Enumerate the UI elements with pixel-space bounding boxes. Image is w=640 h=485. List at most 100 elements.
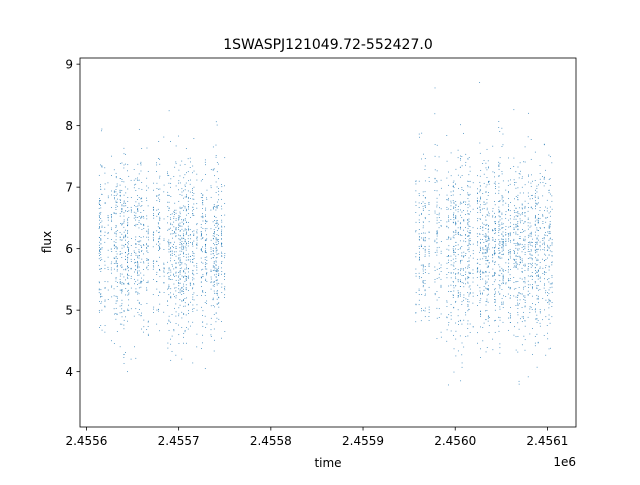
data-point [163,249,165,250]
data-point [424,266,426,267]
data-point [508,157,509,159]
data-point [517,302,519,304]
data-point [421,212,422,214]
data-point [178,219,179,221]
data-point [547,295,548,296]
data-point [215,239,217,241]
data-point [542,238,544,240]
data-point [202,237,204,239]
data-point [201,281,202,283]
data-point [205,280,206,281]
data-point [498,182,500,184]
data-point [217,163,219,165]
data-point [524,265,526,267]
data-point [483,208,485,209]
data-point [549,283,551,285]
data-point [188,221,189,223]
data-point [123,201,125,203]
data-point [163,281,165,283]
data-point [543,335,545,336]
data-point [468,213,470,215]
data-point [159,303,161,305]
data-point [492,261,494,263]
data-point [212,235,214,237]
data-point [513,243,515,244]
data-point [192,194,194,196]
data-point [175,163,177,165]
data-point [421,246,423,248]
data-point [467,278,469,280]
data-point [174,214,175,215]
data-point [463,268,464,270]
data-point [174,166,176,168]
data-point [115,277,117,279]
data-point [193,265,195,267]
data-point [202,237,204,238]
data-point [202,334,204,336]
data-point [178,182,179,184]
data-point [455,233,457,235]
data-point [167,288,169,290]
data-point [212,146,214,148]
data-point [534,197,536,198]
data-point [499,293,501,295]
data-point [499,280,501,282]
data-point [221,238,222,240]
data-point [111,207,112,208]
data-point [485,234,487,236]
data-point [171,314,173,315]
data-point [113,241,115,243]
data-point [213,250,214,252]
data-point [424,239,426,241]
data-point [457,211,459,213]
data-point [202,291,203,292]
data-point [424,289,426,291]
data-point [460,214,461,216]
data-point [192,270,194,272]
data-point [200,249,202,251]
data-point [181,237,183,239]
data-point [130,267,132,269]
data-point [104,172,106,174]
data-point [507,271,509,273]
data-point [544,210,545,212]
data-point [537,254,539,256]
data-point [175,290,177,292]
data-point [515,207,517,209]
data-point [501,303,503,305]
data-point [146,236,148,238]
data-point [153,206,154,208]
data-point [539,266,541,268]
data-point [99,311,100,313]
data-point [135,212,137,214]
data-point [170,271,172,273]
data-point [418,238,420,240]
data-point [494,289,495,291]
data-point [477,241,479,243]
data-point [125,210,127,212]
data-point [101,248,103,250]
data-point [221,253,223,254]
data-point [523,249,524,250]
data-point [438,273,440,275]
data-point [460,295,461,297]
data-point [498,255,500,257]
data-point [202,251,203,253]
data-point [548,233,550,235]
data-point [115,302,117,304]
data-point [192,244,193,245]
data-point [508,209,509,210]
data-point [204,161,206,163]
data-point [549,215,551,217]
data-point [518,292,520,293]
data-point [119,194,121,196]
data-point [450,152,452,154]
data-point [467,320,469,322]
data-point [534,217,536,219]
data-point [527,280,529,282]
data-point [135,223,137,225]
data-point [455,276,456,278]
data-point [455,222,457,224]
data-point [499,308,501,310]
data-point [204,219,206,221]
